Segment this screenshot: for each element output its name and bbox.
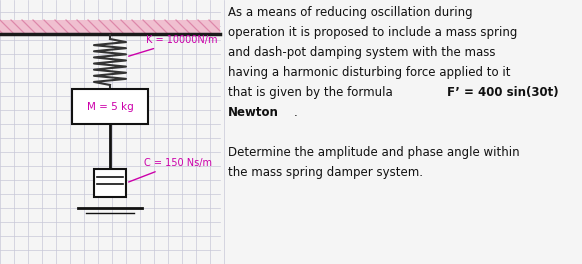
Text: F’ = 400 sin(30t): F’ = 400 sin(30t) [447, 86, 559, 99]
Text: Determine the amplitude and phase angle within: Determine the amplitude and phase angle … [228, 146, 520, 159]
Text: .: . [294, 106, 298, 119]
Text: operation it is proposed to include a mass spring: operation it is proposed to include a ma… [228, 26, 517, 39]
Text: the mass spring damper system.: the mass spring damper system. [228, 166, 423, 179]
Text: that is given by the formula: that is given by the formula [228, 86, 396, 99]
Bar [72, 89, 148, 124]
Bar [0, 20, 220, 34]
Text: M = 5 kg: M = 5 kg [87, 101, 133, 111]
Text: Newton: Newton [228, 106, 279, 119]
Text: having a harmonic disturbing force applied to it: having a harmonic disturbing force appli… [228, 66, 510, 79]
Text: K = 10000N/m: K = 10000N/m [129, 35, 218, 56]
Bar [94, 169, 126, 197]
Text: As a means of reducing oscillation during: As a means of reducing oscillation durin… [228, 6, 473, 19]
Text: C = 150 Ns/m: C = 150 Ns/m [129, 158, 212, 182]
Text: and dash-pot damping system with the mass: and dash-pot damping system with the mas… [228, 46, 495, 59]
